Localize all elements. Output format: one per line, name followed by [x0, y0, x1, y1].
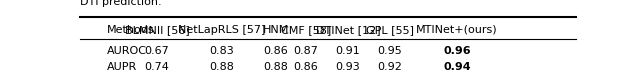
Text: DTI prediction.: DTI prediction.: [80, 0, 162, 7]
Text: GPL [55]: GPL [55]: [366, 25, 414, 35]
Text: 0.83: 0.83: [209, 46, 234, 56]
Text: 0.86: 0.86: [264, 46, 288, 56]
Text: Methods: Methods: [108, 25, 155, 35]
Text: DTINet [12]: DTINet [12]: [316, 25, 380, 35]
Text: AUROC: AUROC: [108, 46, 147, 56]
Text: 0.93: 0.93: [335, 62, 360, 72]
Text: 0.86: 0.86: [293, 62, 318, 72]
Text: 0.92: 0.92: [378, 62, 403, 72]
Text: NetLapRLS [57]: NetLapRLS [57]: [178, 25, 265, 35]
Text: CMF [58]: CMF [58]: [280, 25, 331, 35]
Text: BLMNII [56]: BLMNII [56]: [125, 25, 189, 35]
Text: 0.95: 0.95: [378, 46, 403, 56]
Text: 0.88: 0.88: [264, 62, 289, 72]
Text: 0.91: 0.91: [335, 46, 360, 56]
Text: 0.67: 0.67: [145, 46, 169, 56]
Text: 0.88: 0.88: [209, 62, 234, 72]
Text: 0.87: 0.87: [293, 46, 318, 56]
Text: 0.96: 0.96: [443, 46, 471, 56]
Text: 0.74: 0.74: [145, 62, 170, 72]
Text: HNM: HNM: [263, 25, 289, 35]
Text: AUPR: AUPR: [108, 62, 138, 72]
Text: 0.94: 0.94: [443, 62, 471, 72]
Text: MTINet+(ours): MTINet+(ours): [416, 25, 498, 35]
